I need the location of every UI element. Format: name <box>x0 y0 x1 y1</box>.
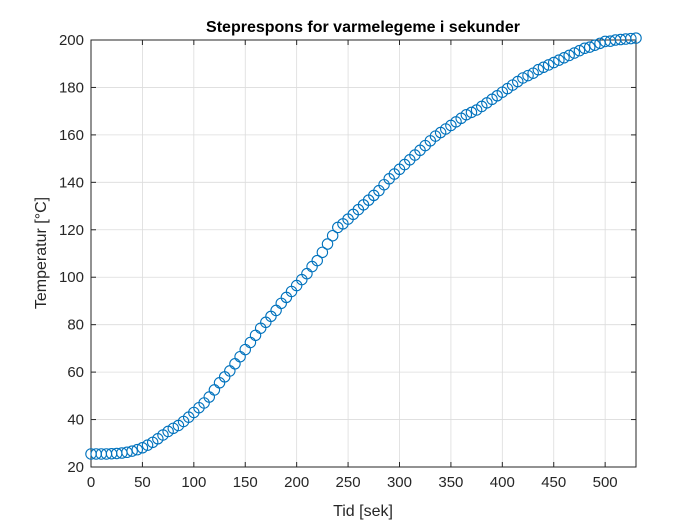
x-tick-label: 350 <box>438 474 463 491</box>
y-tick-label: 160 <box>59 127 84 144</box>
grid <box>90 39 636 468</box>
data-point <box>131 443 144 456</box>
data-point <box>517 72 529 84</box>
data-point <box>547 56 560 69</box>
data-point <box>126 445 138 457</box>
ticks: 0 50 100 150 200 250 300 350 400 450 500 20 40 60 80 10… <box>59 32 636 491</box>
data-point <box>249 329 262 342</box>
x-tick-label: 50 <box>134 474 151 491</box>
x-tick-label: 500 <box>593 474 618 491</box>
data-point <box>625 32 637 45</box>
data-point <box>573 44 586 57</box>
data-point <box>542 59 555 71</box>
x-axis-label: Tid [sek] <box>333 503 393 520</box>
x-tick-label: 150 <box>233 474 258 491</box>
x-tick-label: 250 <box>336 474 361 491</box>
data-point <box>311 254 323 267</box>
x-tick-label: 100 <box>181 474 206 491</box>
axes-box <box>90 39 637 468</box>
y-tick-label: 140 <box>59 174 84 191</box>
x-tick-label: 0 <box>87 474 95 491</box>
x-tick-label: 200 <box>284 474 309 491</box>
y-tick-label: 180 <box>59 79 84 96</box>
y-tick-label: 200 <box>59 32 84 49</box>
data-point <box>558 52 570 64</box>
x-tick-label: 450 <box>541 474 566 491</box>
data-point <box>522 69 534 82</box>
x-tick-label: 300 <box>387 474 412 491</box>
data-point <box>537 61 550 74</box>
data-point <box>208 384 221 396</box>
data-point <box>460 108 473 121</box>
data-point <box>321 238 334 250</box>
data-point <box>326 229 339 242</box>
y-tick-label: 120 <box>59 222 84 239</box>
data-point <box>568 47 581 59</box>
data-point <box>583 41 596 53</box>
data-point <box>244 336 257 349</box>
y-tick-label: 40 <box>67 412 84 429</box>
data-point <box>234 350 246 363</box>
data-point <box>578 42 591 55</box>
data-point <box>136 442 149 454</box>
data-point <box>229 358 241 370</box>
data-point <box>553 54 565 66</box>
data-point <box>630 32 642 44</box>
y-tick-label: 60 <box>67 364 84 381</box>
data-point <box>532 63 545 76</box>
data-point <box>465 106 478 119</box>
y-tick-label: 20 <box>67 459 84 476</box>
chart-title: Steprespons for varmelegeme i sekunder <box>206 19 520 36</box>
data-point <box>563 49 575 62</box>
y-tick-label: 80 <box>67 317 84 334</box>
data-point <box>589 39 601 51</box>
data-series <box>85 32 642 460</box>
y-axis-label: Temperatur [°C] <box>33 197 50 309</box>
data-point <box>316 246 329 259</box>
y-tick-label: 100 <box>59 269 84 286</box>
x-tick-label: 400 <box>490 474 515 491</box>
